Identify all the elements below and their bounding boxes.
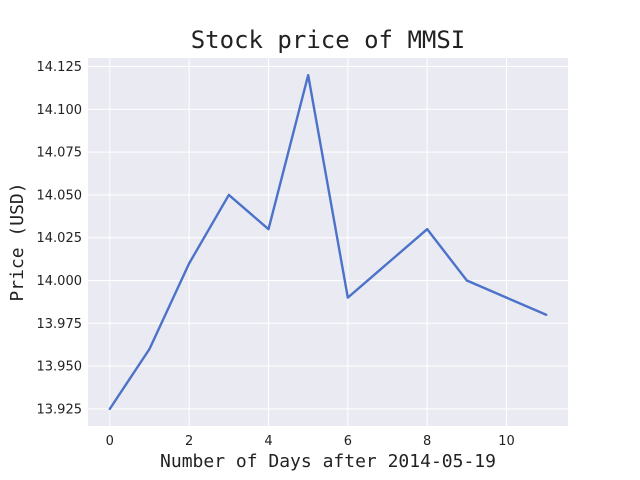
y-tick-label: 14.025 [37,231,83,246]
y-axis-label: Price (USD) [7,182,28,301]
x-tick-label: 0 [106,434,114,449]
y-tick-label: 13.950 [37,360,83,375]
x-tick-labels: 0 2 4 6 8 10 [106,434,515,449]
chart-title: Stock price of MMSI [191,26,466,54]
y-tick-labels: 13.925 13.950 13.975 14.000 14.025 14.050 14.0… [37,60,83,417]
x-axis-label: Number of Days after 2014-05-19 [160,451,496,472]
y-tick-label: 14.100 [37,103,83,118]
x-gridlines [109,58,508,426]
x-tick-label: 2 [185,434,193,449]
x-tick-label: 6 [344,434,352,449]
x-tick-label: 10 [498,434,515,449]
x-tick-label: 4 [264,434,272,449]
y-tick-label: 13.975 [37,317,83,332]
x-tick-label: 8 [423,434,431,449]
y-tick-label: 14.125 [37,60,83,75]
y-tick-label: 13.925 [37,402,83,417]
series-line [108,73,548,411]
y-tick-label: 14.050 [37,188,83,203]
y-tick-label: 14.000 [37,274,83,289]
plot-area [88,58,568,426]
y-tick-label: 14.075 [37,146,83,161]
y-gridlines [88,66,568,410]
